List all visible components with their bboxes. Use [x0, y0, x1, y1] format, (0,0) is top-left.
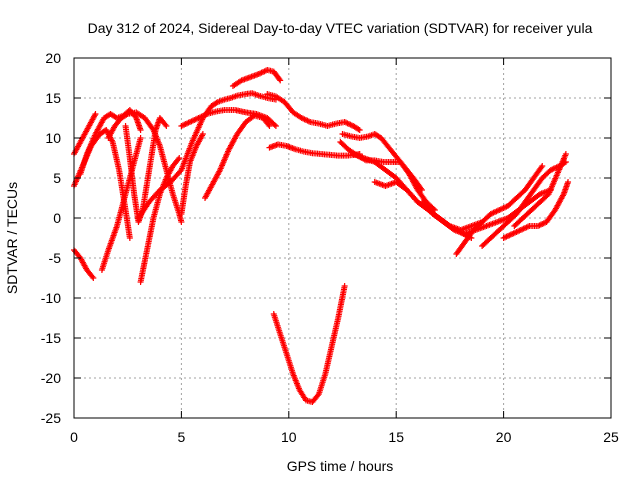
y-tick-label: -20	[41, 370, 61, 386]
data-point	[90, 275, 97, 281]
y-tick-label: -5	[49, 250, 62, 266]
series-arc-23	[479, 159, 569, 249]
y-tick-label: 5	[53, 170, 61, 186]
data-point	[538, 164, 545, 171]
data-point	[565, 179, 572, 185]
data-point	[163, 123, 170, 129]
series-arc-24	[500, 179, 572, 241]
series-arc-6	[105, 109, 185, 225]
data-point	[355, 126, 362, 133]
series-arc-14	[264, 91, 363, 133]
series-arc-16	[270, 283, 348, 405]
data-point	[539, 163, 546, 169]
data-point	[176, 155, 183, 161]
chart-title: Day 312 of 2024, Sidereal Day-to-day VTE…	[88, 20, 593, 36]
y-tick-label: -10	[41, 290, 61, 306]
data-point	[199, 131, 206, 137]
data-point	[162, 121, 169, 128]
x-tick-label: 0	[70, 429, 78, 445]
x-tick-label: 10	[281, 429, 297, 445]
data-point	[271, 121, 278, 128]
series-arc-15	[266, 141, 363, 159]
data-series	[71, 67, 572, 405]
series-arc-25	[511, 151, 569, 229]
y-tick-label: -25	[41, 410, 61, 426]
series-arc-22	[453, 163, 546, 257]
data-point	[266, 123, 273, 129]
series-arc-2	[71, 111, 99, 157]
series-arc-13	[229, 67, 284, 89]
series-arc-9	[178, 131, 206, 217]
data-point	[123, 111, 130, 118]
data-point	[356, 127, 363, 133]
y-tick-label: 15	[45, 90, 61, 106]
data-point	[265, 121, 272, 128]
x-tick-label: 15	[388, 429, 404, 445]
data-point	[89, 273, 96, 280]
y-tick-label: 0	[53, 210, 61, 226]
data-point	[430, 205, 437, 212]
data-point	[562, 151, 569, 157]
series-arc-12	[202, 112, 273, 201]
plot-frame	[73, 57, 612, 419]
data-point	[277, 77, 284, 84]
y-tick-label: 10	[45, 130, 61, 146]
data-point	[137, 135, 144, 141]
x-tick-label: 20	[496, 429, 512, 445]
y-tick-label: -15	[41, 330, 61, 346]
data-point	[137, 127, 144, 133]
data-point	[126, 235, 133, 241]
data-point	[92, 111, 99, 117]
y-tick-label: 20	[45, 50, 61, 66]
y-axis-label: SDTVAR / TECUs	[4, 182, 20, 294]
x-tick-label: 25	[603, 429, 619, 445]
series-arc-5	[98, 135, 144, 273]
axis-ticks: 0 5 10 15 20 25 -25 -20 -15 -10 -5 0 5 10 15 20	[41, 50, 619, 445]
data-point	[272, 123, 279, 129]
data-point	[178, 219, 185, 225]
x-axis-label: GPS time / hours	[287, 458, 394, 474]
data-point	[276, 76, 283, 83]
series-arc-8	[137, 155, 183, 285]
data-point	[91, 112, 98, 119]
data-point	[175, 156, 182, 163]
x-tick-label: 5	[178, 429, 186, 445]
data-point	[341, 283, 348, 289]
